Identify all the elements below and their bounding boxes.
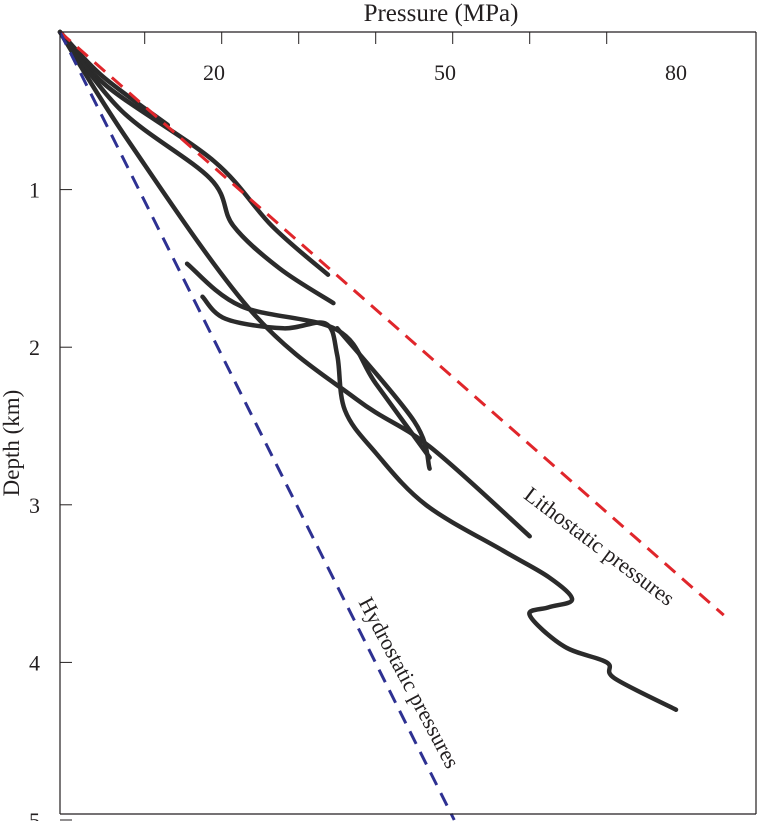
hydrostatic-pressure-line <box>58 31 456 821</box>
reference-lines <box>58 30 725 821</box>
lithostatic-pressure-line <box>59 30 725 617</box>
x-tick-label: 20 <box>203 60 225 85</box>
measured-pressure-line <box>184 261 432 460</box>
x-tick-label: 80 <box>665 60 687 85</box>
measured-pressure-line <box>334 326 432 471</box>
measured-profiles <box>57 29 679 712</box>
measured-pressure-line <box>200 294 679 712</box>
y-tick-label: 3 <box>29 493 40 518</box>
y-axis-title: Depth (km) <box>0 390 24 497</box>
hydrostatic-pressure-label: Hydrostatic pressures <box>354 593 465 773</box>
y-tick-label: 5 <box>29 808 40 821</box>
y-tick-label: 1 <box>29 178 40 203</box>
x-tick-label: 50 <box>434 60 456 85</box>
y-tick-label: 2 <box>29 335 40 360</box>
measured-pressure-line <box>57 29 336 306</box>
axes: 20 50 80 1 2 3 4 5 <box>29 31 757 821</box>
measured-pressure-line <box>57 29 532 539</box>
y-tick-label: 4 <box>29 650 40 675</box>
x-axis-title: Pressure (MPa) <box>364 0 519 27</box>
lithostatic-pressure-label: Lithostatic pressures <box>520 482 680 611</box>
